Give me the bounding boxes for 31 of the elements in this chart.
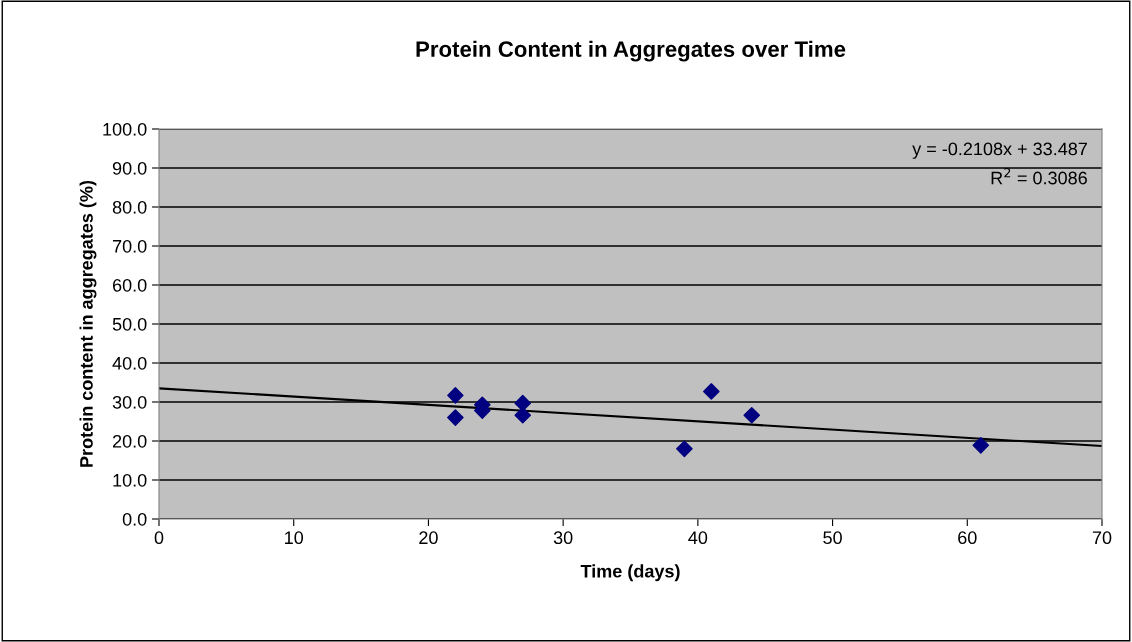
point xyxy=(972,436,990,454)
point xyxy=(703,383,720,400)
y-tick-label: 20.0 xyxy=(112,434,147,448)
y-tick-label: 30.0 xyxy=(112,395,147,409)
x-tick-label: 50 xyxy=(823,531,842,545)
x-tick-label: 70 xyxy=(1092,531,1112,545)
y-tick-label: 100.0 xyxy=(103,122,147,136)
x-tick-label: 0 xyxy=(154,531,164,545)
y-tick-label: 50.0 xyxy=(112,317,147,331)
y-tick-label: 10.0 xyxy=(113,473,147,487)
x-axis-title: Time (days) xyxy=(580,564,680,582)
x-tick-label: 30 xyxy=(553,531,573,545)
point xyxy=(514,394,532,412)
annotation: y = -0.2108x + 33.487 xyxy=(912,142,1087,159)
y-tick-label: 80.0 xyxy=(112,200,147,214)
point xyxy=(743,406,761,424)
y-axis-title: Protein content in aggregates (%) xyxy=(79,180,97,467)
point xyxy=(447,387,464,404)
y-tick-label: 40.0 xyxy=(112,356,147,370)
annotation: R$^{2}$ = 0.3086 xyxy=(991,167,1087,185)
chart-title: Protein Content in Aggregates over Time xyxy=(416,40,846,62)
y-tick-label: 70.0 xyxy=(112,239,147,253)
y-tick-label: 0.0 xyxy=(122,512,147,526)
x-tick-label: 10 xyxy=(285,531,304,545)
y-tick-label: 60.0 xyxy=(112,278,147,292)
x-tick-label: 60 xyxy=(958,531,977,545)
y-tick-label: 90.0 xyxy=(112,161,147,175)
x-tick-label: 40 xyxy=(688,531,708,545)
point xyxy=(676,440,693,458)
point xyxy=(447,409,464,426)
x-tick-label: 20 xyxy=(419,531,438,545)
